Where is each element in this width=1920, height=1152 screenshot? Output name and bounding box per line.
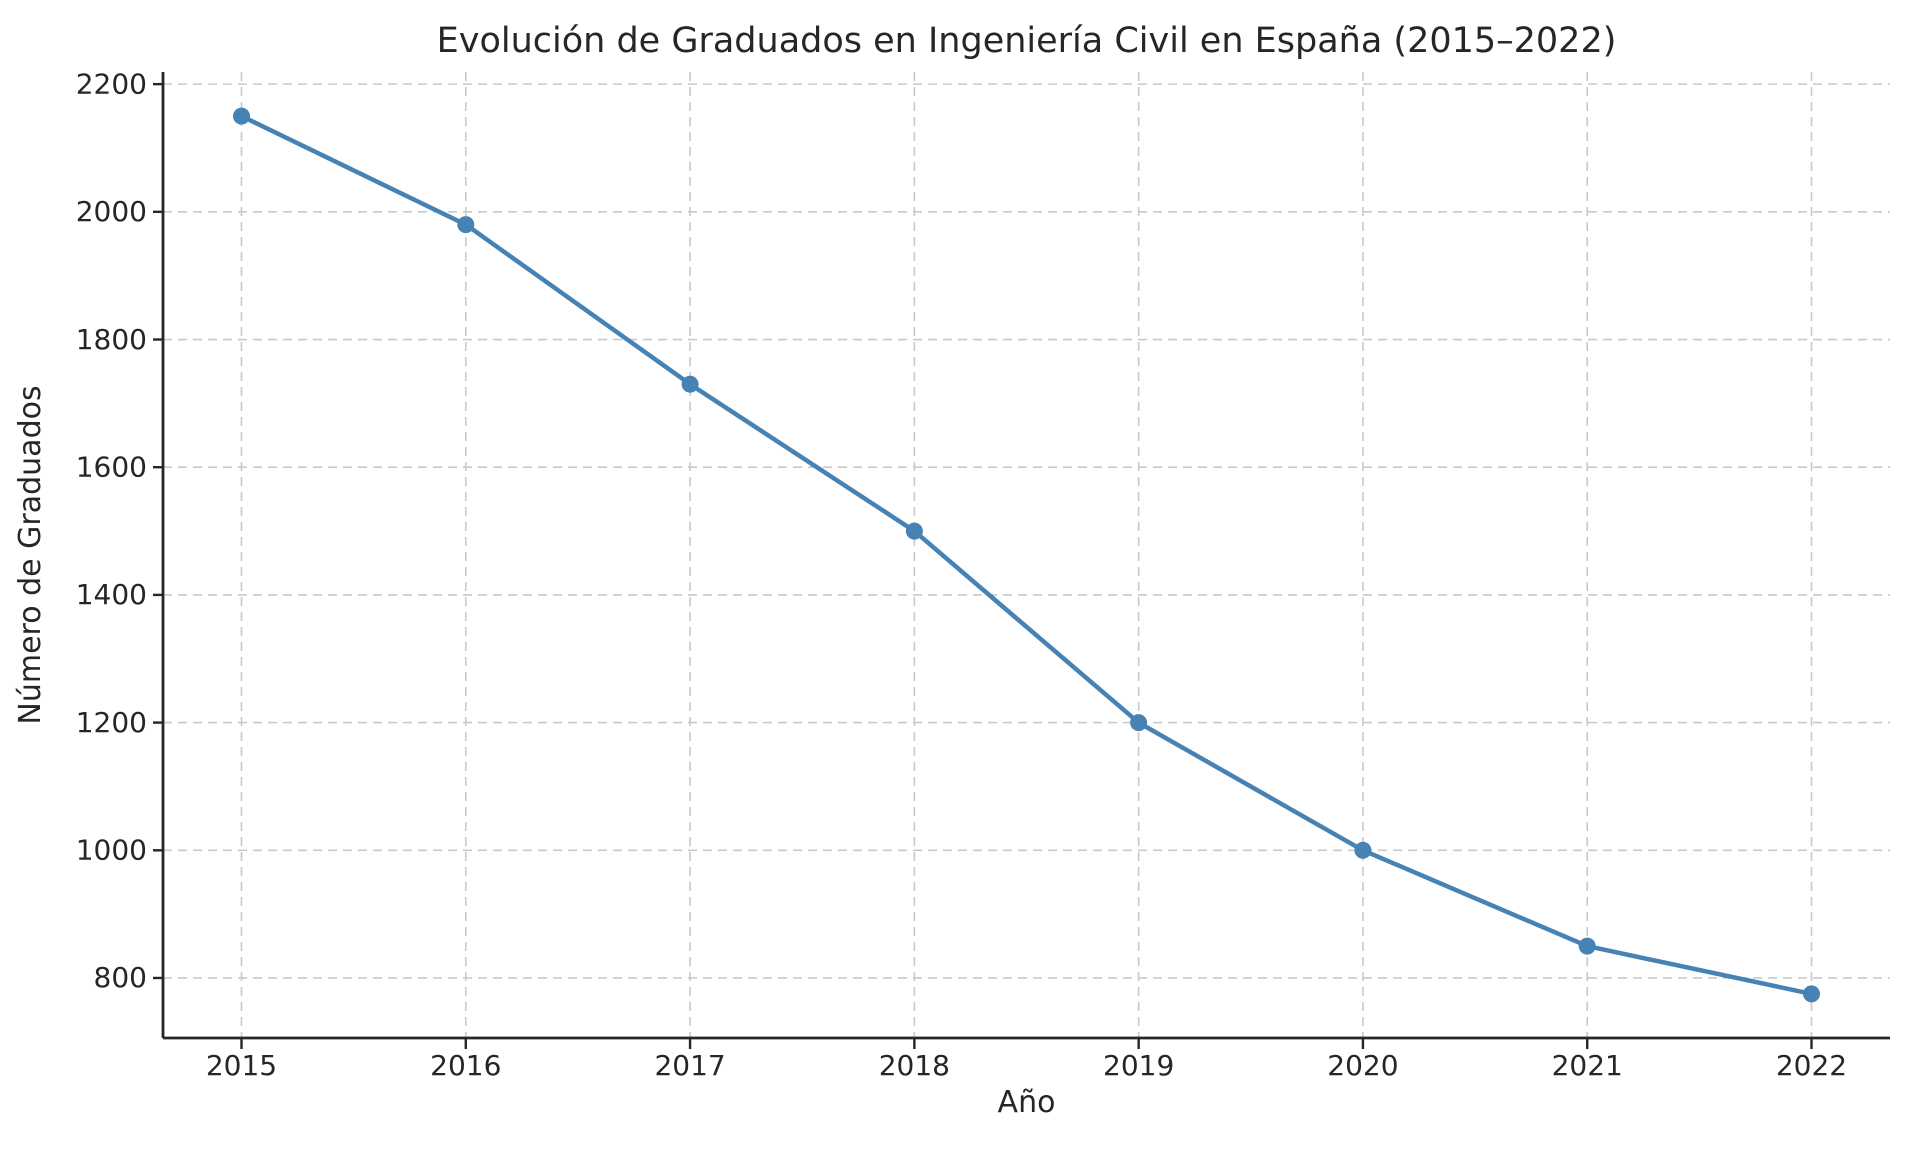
x-tick-label: 2017 xyxy=(654,1049,725,1082)
y-tick-label: 1600 xyxy=(76,450,147,483)
data-point-2017 xyxy=(681,375,699,393)
data-point-2021 xyxy=(1578,937,1596,955)
data-point-2022 xyxy=(1803,985,1820,1003)
x-tick-label: 2022 xyxy=(1776,1049,1847,1082)
data-point-2018 xyxy=(905,522,923,540)
chart-title: Evolución de Graduados en Ingeniería Civ… xyxy=(437,21,1617,61)
y-axis-label: Número de Graduados xyxy=(13,385,48,724)
y-tick-label: 1800 xyxy=(76,323,147,356)
data-point-2019 xyxy=(1130,714,1148,732)
y-tick-label: 1200 xyxy=(76,706,147,739)
x-tick-label: 2019 xyxy=(1103,1049,1174,1082)
x-tick-label: 2020 xyxy=(1327,1049,1398,1082)
data-point-2020 xyxy=(1354,841,1372,859)
grid xyxy=(163,72,1890,1038)
y-tick-label: 1000 xyxy=(76,834,147,867)
x-tick-label: 2018 xyxy=(879,1049,950,1082)
data-line xyxy=(239,113,1814,997)
x-tick-label: 2021 xyxy=(1552,1049,1623,1082)
x-tick-label: 2015 xyxy=(206,1049,277,1082)
x-axis-label: Año xyxy=(998,1085,1056,1120)
x-tick-label: 2016 xyxy=(430,1049,501,1082)
y-tick-label: 800 xyxy=(94,961,147,994)
y-tick-label: 2000 xyxy=(76,195,147,228)
y-tick-label: 2200 xyxy=(76,67,147,100)
data-point-2015 xyxy=(233,107,250,125)
data-point-2016 xyxy=(457,216,475,234)
y-tick-label: 1400 xyxy=(76,578,147,611)
